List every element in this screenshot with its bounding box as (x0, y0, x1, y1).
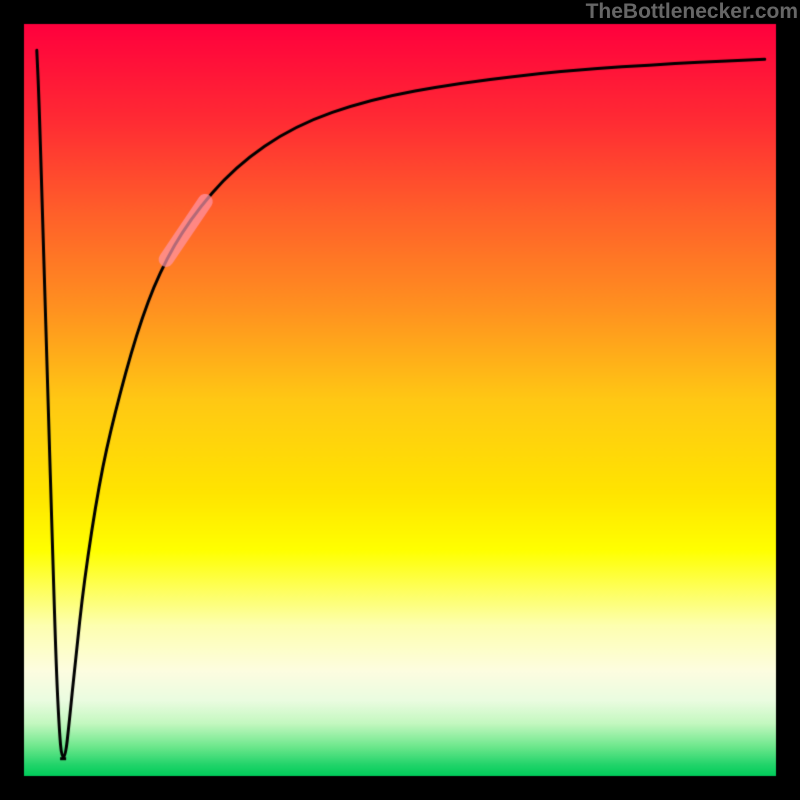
chart-container: TheBottlenecker.com (0, 0, 800, 800)
attribution-text: TheBottlenecker.com (586, 0, 798, 24)
bottleneck-chart-canvas (0, 0, 800, 800)
